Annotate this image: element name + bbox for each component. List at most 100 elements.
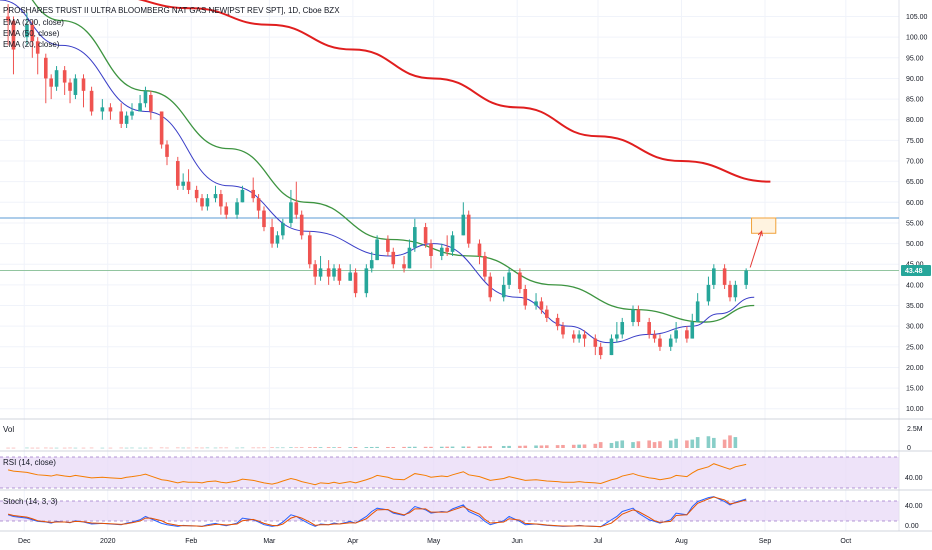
volume-bar — [518, 445, 522, 448]
target-box[interactable] — [751, 217, 777, 234]
candle-body — [326, 268, 331, 277]
candle-body — [251, 189, 256, 199]
price-tick: 85.00 — [906, 97, 924, 104]
time-axis[interactable]: Dec 2020 Feb Mar Apr May Jun Jul Aug Sep Oct — [18, 538, 851, 545]
volume-bar — [43, 447, 48, 449]
stoch-d-line — [7, 496, 747, 528]
volume-bar — [100, 447, 105, 449]
candle-body — [213, 194, 218, 199]
candle-body — [539, 301, 544, 310]
volume-bar — [240, 447, 245, 449]
candle-body — [706, 284, 711, 302]
candle — [275, 231, 280, 248]
volume-bar — [695, 437, 700, 448]
volume-bar — [728, 435, 732, 448]
stoch-pane-label[interactable]: Stoch (14, 3, 3) — [3, 497, 58, 506]
candle-body — [281, 222, 285, 236]
candle-body — [275, 235, 280, 244]
price-tick: 60.00 — [906, 200, 924, 207]
projection-arrow[interactable] — [749, 231, 763, 268]
volume-bar — [62, 447, 67, 449]
time-label: 2020 — [100, 538, 116, 545]
legend-ema20[interactable]: EMA (20, close) — [3, 40, 60, 49]
legend-ema200[interactable]: EMA (200, close) — [3, 18, 64, 27]
legend-ema50[interactable]: EMA (50, close) — [3, 29, 60, 38]
candle — [582, 330, 587, 347]
candle-body — [423, 227, 428, 244]
price-tick: 100.00 — [906, 35, 928, 42]
volume-bar — [593, 443, 598, 448]
volume-bar — [571, 444, 576, 448]
volume-bar — [523, 445, 528, 448]
candle — [685, 326, 689, 343]
candle-body — [375, 239, 379, 261]
chart-title[interactable]: PROSHARES TRUST II ULTRA BLOOMBERG NAT G… — [3, 6, 340, 15]
candle — [251, 177, 256, 203]
candle-body — [73, 78, 78, 95]
price-tick: 70.00 — [906, 159, 924, 166]
candle — [262, 206, 266, 232]
ema20-line — [0, 0, 755, 344]
candle-body — [49, 78, 53, 87]
price-tick: 90.00 — [906, 76, 924, 83]
volume-bar — [235, 447, 239, 449]
candle-body — [54, 70, 59, 87]
candle-body — [609, 338, 614, 356]
candle-body — [165, 144, 169, 157]
volume-bar — [450, 446, 455, 448]
candle — [518, 268, 522, 294]
candle — [501, 276, 506, 302]
volume-bar — [6, 447, 10, 449]
candle — [636, 305, 641, 327]
candle — [391, 247, 396, 269]
candle — [668, 334, 673, 351]
price-tick: 105.00 — [906, 14, 928, 21]
candle-body — [149, 94, 153, 112]
volume-bar — [615, 441, 619, 448]
candle-body — [337, 268, 342, 281]
candle-body — [348, 272, 352, 281]
volume-bar — [143, 447, 148, 449]
volume-pane-label[interactable]: Vol — [3, 425, 14, 434]
annotation-layer[interactable] — [749, 217, 777, 268]
candle-body — [138, 103, 142, 112]
candle-body — [466, 214, 471, 244]
volume-bar — [194, 447, 199, 449]
candle-body — [668, 338, 673, 347]
candle — [609, 334, 614, 356]
candle-body — [488, 276, 493, 298]
candle — [307, 231, 312, 269]
volume-bar — [386, 446, 390, 448]
price-tick: 40.00 — [906, 282, 924, 289]
candle — [652, 330, 657, 343]
candle-body — [318, 268, 323, 277]
candle — [130, 103, 134, 120]
volume-bar — [175, 447, 180, 449]
price-axis[interactable]: 105.00 100.00 95.00 90.00 85.00 80.00 75.00 70.… — [906, 14, 928, 413]
volume-bar — [219, 447, 223, 449]
volume-bar — [89, 447, 94, 449]
volume-bar — [275, 447, 280, 449]
candle — [224, 202, 229, 219]
candle — [631, 305, 635, 327]
candle — [674, 322, 678, 343]
rsi-pane-label[interactable]: RSI (14, close) — [3, 458, 56, 467]
candle-body — [130, 111, 134, 116]
candle — [488, 272, 493, 302]
volume-bar — [251, 447, 256, 449]
candle — [43, 53, 48, 104]
candle-body — [647, 322, 651, 335]
candle-body — [68, 82, 72, 91]
candle — [690, 313, 695, 339]
candle-body — [577, 334, 581, 339]
candle — [81, 74, 86, 108]
candle-body — [219, 194, 223, 207]
volume-bar — [652, 442, 657, 448]
candle-body — [181, 181, 185, 186]
candle-body — [194, 189, 199, 199]
candle — [647, 317, 651, 339]
volume-bar — [507, 445, 511, 448]
volume-bar — [577, 444, 581, 448]
candle — [728, 280, 732, 302]
candle — [369, 251, 374, 273]
